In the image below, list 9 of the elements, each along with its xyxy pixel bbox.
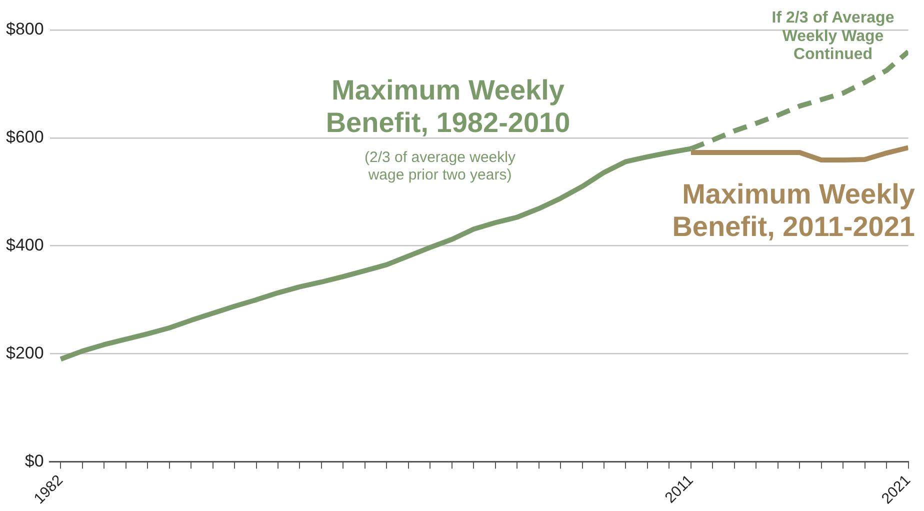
- y-tick-label: $400: [6, 236, 44, 255]
- series-label: If 2/3 of Average Weekly Wage Continued: [772, 9, 894, 64]
- y-tick-label: $0: [24, 451, 44, 470]
- y-tick-label: $600: [6, 128, 44, 147]
- annotation: (2/3 of average weekly wage prior two years): [364, 149, 516, 184]
- series-label: Maximum Weekly Benefit, 1982-2010: [326, 74, 570, 138]
- y-tick-label: $800: [6, 20, 44, 39]
- series-label: Maximum Weekly Benefit, 2011-2021: [672, 178, 916, 242]
- y-tick-label: $200: [6, 343, 44, 362]
